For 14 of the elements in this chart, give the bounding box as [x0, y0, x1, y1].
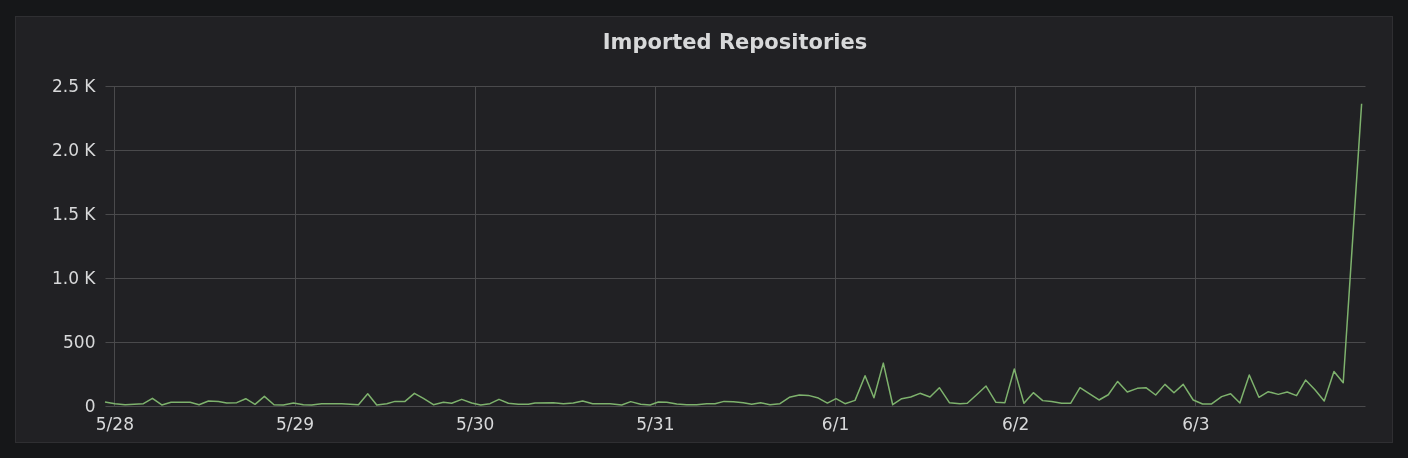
x-tick-label: 5/29	[275, 413, 315, 434]
y-tick-label: 1.5 K	[51, 203, 97, 224]
y-tick-label: 0	[84, 395, 96, 416]
x-tick-label: 6/3	[1182, 413, 1210, 434]
y-tick-label: 500	[63, 331, 96, 352]
x-tick-label: 5/28	[95, 413, 134, 434]
y-tick-label: 2.0 K	[51, 139, 97, 160]
y-tick-label: 1.0 K	[51, 267, 97, 288]
x-tick-label: 6/2	[1002, 413, 1030, 434]
x-tick-label: 5/31	[636, 413, 675, 434]
y-tick-label: 2.5 K	[51, 75, 97, 96]
x-tick-label: 6/1	[821, 413, 850, 434]
chart-title: Imported Repositories	[602, 30, 868, 54]
x-tick-label: 5/30	[456, 413, 495, 434]
